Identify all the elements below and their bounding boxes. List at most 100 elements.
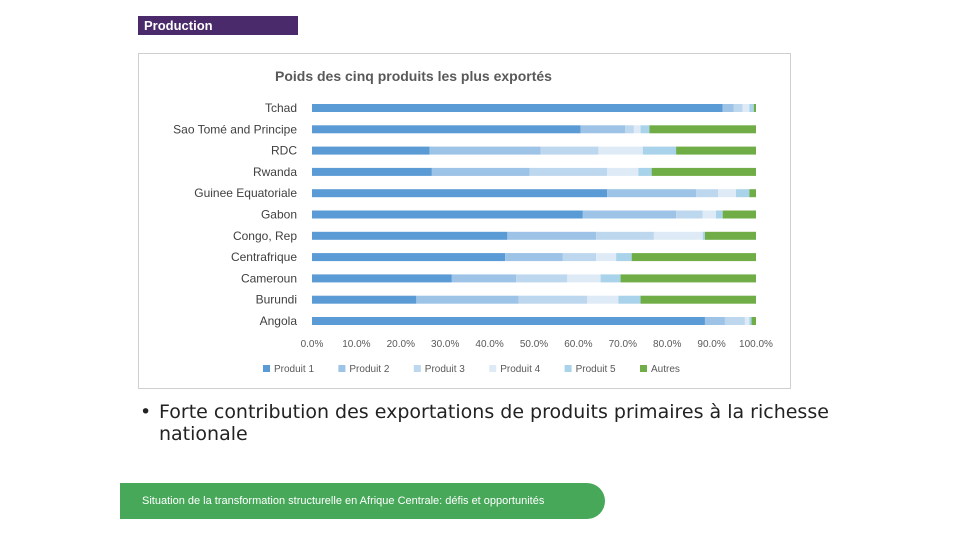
bar-segment <box>587 295 619 304</box>
bar-segment <box>580 125 626 134</box>
bar-segment <box>718 189 737 198</box>
bar-segment <box>702 210 717 219</box>
bar-segment <box>702 231 705 240</box>
bar-segment <box>733 104 743 112</box>
bar-segment <box>616 253 632 262</box>
bar-segment <box>749 317 752 325</box>
chart-panel: Poids des cinq produits les plus exporté… <box>138 53 791 389</box>
category-label: Gabon <box>261 208 297 222</box>
bar-segment <box>742 104 750 112</box>
bar-segment <box>749 189 756 198</box>
bar-segment <box>722 104 734 112</box>
chart-title: Poids des cinq produits les plus exporté… <box>275 68 552 84</box>
category-label: Burundi <box>256 293 297 307</box>
x-tick-label: 90.0% <box>697 339 725 350</box>
bar-segment <box>607 189 697 198</box>
bar-segment <box>618 295 641 304</box>
bar-segment <box>562 253 597 262</box>
bullet-text: Forte contribution des exportations de p… <box>159 401 829 445</box>
stacked-bar-chart: Poids des cinq produits les plus exporté… <box>173 68 773 375</box>
legend-label: Autres <box>651 364 680 375</box>
bar-segment <box>507 231 597 240</box>
bar-segment <box>633 125 641 134</box>
category-label: RDC <box>271 144 297 158</box>
bar-segment <box>600 274 621 283</box>
bar-segment <box>640 295 756 304</box>
bar-segment <box>429 146 541 155</box>
bar-segment <box>505 253 563 262</box>
x-tick-label: 50.0% <box>520 339 548 350</box>
category-label: Sao Tomé and Principe <box>173 122 297 136</box>
category-label: Congo, Rep <box>233 229 297 243</box>
bar-segment <box>312 146 430 155</box>
category-label: Cameroun <box>241 271 297 285</box>
bar-segment <box>518 295 588 304</box>
bar-segment <box>312 104 723 112</box>
legend-label: Produit 2 <box>349 364 389 375</box>
legend-label: Produit 5 <box>576 364 616 375</box>
legend-label: Produit 3 <box>425 364 465 375</box>
bar-segment <box>749 104 754 112</box>
legend-swatch <box>413 365 421 372</box>
x-tick-label: 80.0% <box>653 339 681 350</box>
bar-segment <box>722 210 756 219</box>
bar-segment <box>516 274 568 283</box>
bar-segment <box>649 125 756 134</box>
x-axis-ticks: 0.0% 10.0% 20.0% 30.0% 40.0% 50.0% 60.0% 70.0% 8… <box>301 339 773 350</box>
bar-segment <box>312 167 432 176</box>
x-tick-label: 20.0% <box>387 339 415 350</box>
chart-legend: Produit 1 Produit 2 Produit 3 Produit 4 Prod… <box>263 364 680 375</box>
bar-segment <box>744 317 750 325</box>
legend-swatch <box>338 365 346 372</box>
bar-segment <box>696 189 719 198</box>
bar-segment <box>529 167 608 176</box>
bar-segment <box>431 167 530 176</box>
bar-segment <box>567 274 601 283</box>
bar-segment <box>451 274 517 283</box>
bar-segment <box>631 253 756 262</box>
x-tick-label: 30.0% <box>431 339 459 350</box>
bar-segment <box>416 295 519 304</box>
bar-segment <box>736 189 750 198</box>
bar-segment <box>716 210 723 219</box>
bar-segment <box>620 274 756 283</box>
x-tick-label: 60.0% <box>564 339 592 350</box>
bar-segment <box>704 317 725 325</box>
category-label: Guinee Equatoriale <box>194 186 297 200</box>
bar-segment <box>312 274 452 283</box>
bar-segment <box>312 253 506 262</box>
bar-segment <box>607 167 639 176</box>
bar-segment <box>642 146 677 155</box>
bar-segment <box>598 146 643 155</box>
x-tick-label: 0.0% <box>301 339 324 350</box>
legend-label: Produit 1 <box>274 364 314 375</box>
bar-segment <box>312 231 508 240</box>
bar-segment <box>596 231 654 240</box>
x-tick-label: 10.0% <box>342 339 370 350</box>
bar-segment <box>676 146 756 155</box>
bar-segment <box>653 231 703 240</box>
category-labels: Tchad Sao Tomé and Principe RDC Rwanda Guine… <box>173 101 297 328</box>
legend-swatch <box>564 365 572 372</box>
bar-segment <box>751 317 756 325</box>
bar-segment <box>540 146 599 155</box>
bar-segment <box>312 317 705 325</box>
bar-segment <box>312 125 581 134</box>
bar-segment <box>596 253 617 262</box>
section-label: Production <box>138 16 298 35</box>
bar-segment <box>582 210 677 219</box>
bar-segment <box>640 125 650 134</box>
category-label: Rwanda <box>253 165 297 179</box>
bar-segment <box>676 210 703 219</box>
bar-segment <box>651 167 756 176</box>
category-label: Tchad <box>265 101 297 115</box>
legend-swatch <box>489 365 497 372</box>
legend-swatch <box>263 365 270 372</box>
bar-segment <box>724 317 745 325</box>
footer-banner: Situation de la transformation structure… <box>120 483 605 519</box>
bar-segment <box>312 210 583 219</box>
bar-segment <box>312 295 417 304</box>
category-label: Centrafrique <box>231 250 297 264</box>
bullet-marker: • <box>140 401 152 423</box>
legend-label: Produit 4 <box>500 364 540 375</box>
